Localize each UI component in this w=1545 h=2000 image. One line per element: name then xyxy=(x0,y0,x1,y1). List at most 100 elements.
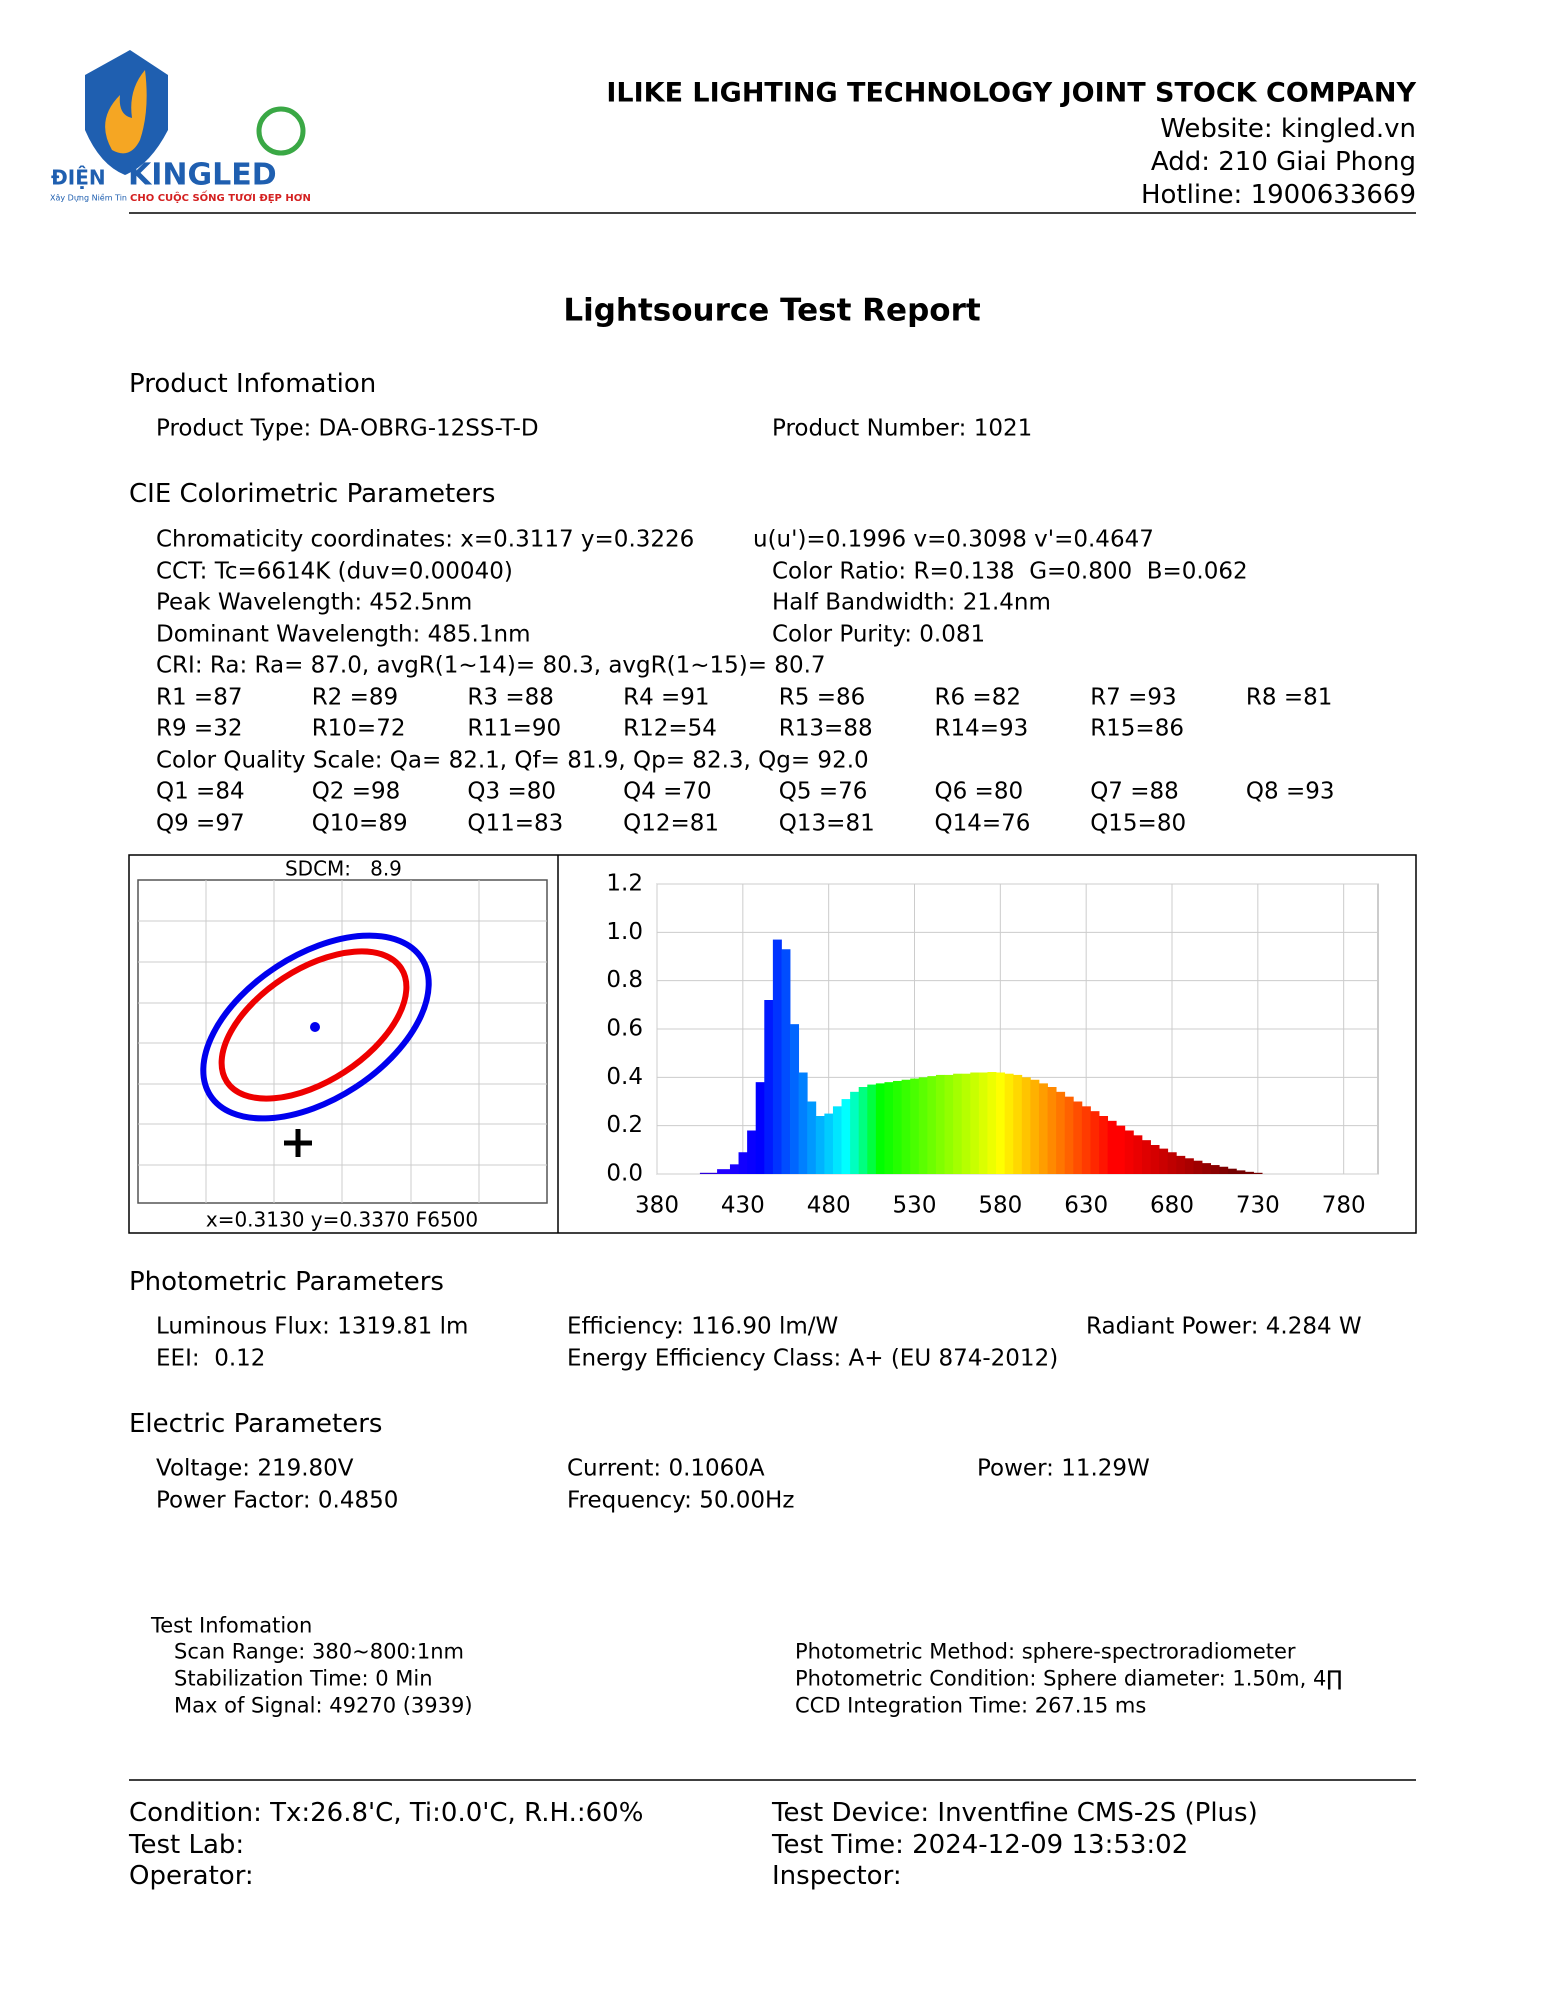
spectrum-bar xyxy=(1021,1077,1031,1174)
spectrum-bar xyxy=(910,1078,920,1174)
spectrum-bar xyxy=(875,1083,885,1174)
cie-param: Chromaticity coordinates: x=0.3117 y=0.3… xyxy=(156,526,695,553)
electric-param: Power: 11.29W xyxy=(977,1455,1150,1482)
footer-field: Test Time: 2024-12-09 13:53:02 xyxy=(772,1829,1189,1860)
y-tick-label: 0.2 xyxy=(606,1112,643,1138)
product-type: Product Type: DA-OBRG-12SS-T-D xyxy=(156,415,539,442)
spectrum-bar xyxy=(1030,1079,1040,1174)
cie-param: Color Purity: 0.081 xyxy=(772,621,986,647)
section-heading: Electric Parameters xyxy=(129,1409,383,1439)
spectrum-bar xyxy=(1038,1083,1048,1174)
cqs-value: Q1 =84 xyxy=(156,778,245,805)
spectrum-bar xyxy=(841,1099,851,1174)
spectrum-bar xyxy=(1184,1158,1194,1174)
spectrum-bar xyxy=(1090,1111,1100,1174)
cqs-value: Q3 =80 xyxy=(467,778,556,805)
cri-value: R9 =32 xyxy=(156,715,243,742)
x-tick-label: 430 xyxy=(721,1193,765,1219)
sdcm-ellipse-outer xyxy=(200,932,432,1122)
spectrum-bar xyxy=(1073,1101,1083,1174)
spectrum-bar xyxy=(1167,1152,1177,1174)
sdcm-ellipse-inner xyxy=(218,948,410,1102)
test-info: Stabilization Time: 0 Min xyxy=(174,1666,433,1691)
spectrum-bar xyxy=(918,1077,928,1174)
spectrum-bar xyxy=(1227,1168,1237,1174)
section-heading: Photometric Parameters xyxy=(129,1267,444,1297)
header-hotline: Hotline: 1900633669 xyxy=(1140,180,1416,210)
y-tick-label: 0.8 xyxy=(606,967,643,993)
photometric-param: Efficiency: 116.90 lm/W xyxy=(567,1313,839,1340)
spectrum-bar xyxy=(790,1024,800,1174)
spectrum-bar xyxy=(901,1079,911,1174)
spectrum-bar xyxy=(944,1074,954,1174)
spectrum-bar xyxy=(1116,1125,1126,1174)
cqs-value: Q10=89 xyxy=(311,810,408,836)
section-heading: Test Infomation xyxy=(151,1613,313,1638)
logo-brand: KINGLED xyxy=(128,158,277,193)
spectrum-bar xyxy=(755,1082,765,1174)
x-tick-label: 580 xyxy=(978,1193,1022,1219)
spectrum-bar xyxy=(850,1091,860,1174)
spectrum-bar xyxy=(772,939,782,1174)
spectrum-bar xyxy=(1124,1130,1134,1174)
spectrum-bar xyxy=(1081,1106,1091,1174)
spectrum-bar xyxy=(1141,1140,1151,1174)
spectrum-bar xyxy=(1193,1160,1203,1174)
cie-param: u(u')=0.1996 v=0.3098 v'=0.4647 xyxy=(753,526,1154,553)
spectrum-bar xyxy=(935,1074,945,1174)
x-tick-label: 630 xyxy=(1064,1193,1108,1219)
header-address: Add: 210 Giai Phong xyxy=(1150,147,1416,177)
spectrum-bar xyxy=(987,1072,997,1174)
spectrum-bar xyxy=(824,1113,834,1174)
x-tick-label: 530 xyxy=(893,1193,937,1219)
footer-field: Inspector: xyxy=(772,1861,902,1891)
spectrum-bar xyxy=(927,1076,937,1174)
company-name: ILIKE LIGHTING TECHNOLOGY JOINT STOCK CO… xyxy=(606,77,1416,109)
logo-bulb xyxy=(256,106,306,156)
photometric-param: Luminous Flux: 1319.81 lm xyxy=(156,1313,469,1340)
cqs-value: Q13=81 xyxy=(778,810,875,836)
cri-value: R5 =86 xyxy=(778,684,866,710)
spectrum-bar xyxy=(1133,1135,1143,1174)
cqs-value: Q7 =88 xyxy=(1090,778,1179,805)
cqs-value: Q9 =97 xyxy=(156,810,245,836)
test-info: Photometric Method: sphere-spectroradiom… xyxy=(795,1639,1296,1664)
y-tick-label: 0.0 xyxy=(606,1161,643,1187)
cri-value: R13=88 xyxy=(778,715,873,742)
cqs-value: Q5 =76 xyxy=(778,778,868,805)
cri-value: R11=90 xyxy=(467,715,562,742)
spectrum-bar xyxy=(729,1164,739,1174)
header-website: Website: kingled.vn xyxy=(1160,114,1416,144)
cri-value: R10=72 xyxy=(311,715,406,742)
x-tick-label: 730 xyxy=(1236,1193,1280,1219)
sdcm-reference-mark xyxy=(284,1129,312,1157)
x-tick-label: 680 xyxy=(1150,1193,1194,1219)
logo-brand-left: ĐIỆN xyxy=(51,166,106,190)
section-heading: CIE Colorimetric Parameters xyxy=(129,479,496,509)
spectrum-bar xyxy=(738,1152,748,1174)
cri-summary: CRI: Ra: Ra= 87.0, avgR(1~14)= 80.3, avg… xyxy=(156,652,826,679)
test-info: CCD Integration Time: 267.15 ms xyxy=(795,1693,1147,1718)
photometric-param: EEI: 0.12 xyxy=(156,1345,266,1371)
spectrum-bar xyxy=(1013,1074,1023,1174)
spectrum-bar xyxy=(961,1073,971,1174)
spectrum-bar xyxy=(884,1082,894,1174)
spectrum-bar xyxy=(1150,1145,1160,1174)
x-tick-label: 480 xyxy=(807,1193,851,1219)
electric-param: Voltage: 219.80V xyxy=(156,1455,354,1482)
spectrum-bar xyxy=(1064,1096,1074,1174)
cqs-value: Q6 =80 xyxy=(934,778,1024,805)
test-info: Photometric Condition: Sphere diameter: … xyxy=(795,1666,1343,1691)
spectrum-bar xyxy=(717,1169,731,1174)
cri-value: R14=93 xyxy=(934,715,1029,742)
x-tick-label: 380 xyxy=(635,1193,679,1219)
footer-field: Test Device: Inventfine CMS-2S (Plus) xyxy=(772,1798,1258,1828)
y-tick-label: 0.4 xyxy=(606,1064,643,1090)
spectrum-bar xyxy=(867,1084,877,1174)
spectrum-bar xyxy=(1047,1087,1057,1174)
y-tick-label: 1.0 xyxy=(606,919,643,945)
spectrum-bar xyxy=(781,949,791,1174)
spectrum-bar xyxy=(798,1072,808,1174)
cie-param: Half Bandwidth: 21.4nm xyxy=(772,589,1051,616)
spectrum-bar xyxy=(832,1106,842,1174)
